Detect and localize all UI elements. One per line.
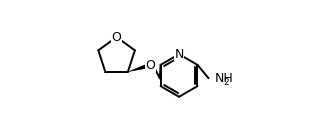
- Text: NH: NH: [215, 72, 233, 85]
- Text: 2: 2: [223, 78, 229, 87]
- Text: N: N: [174, 48, 184, 61]
- Text: O: O: [112, 31, 122, 44]
- Text: O: O: [145, 59, 155, 72]
